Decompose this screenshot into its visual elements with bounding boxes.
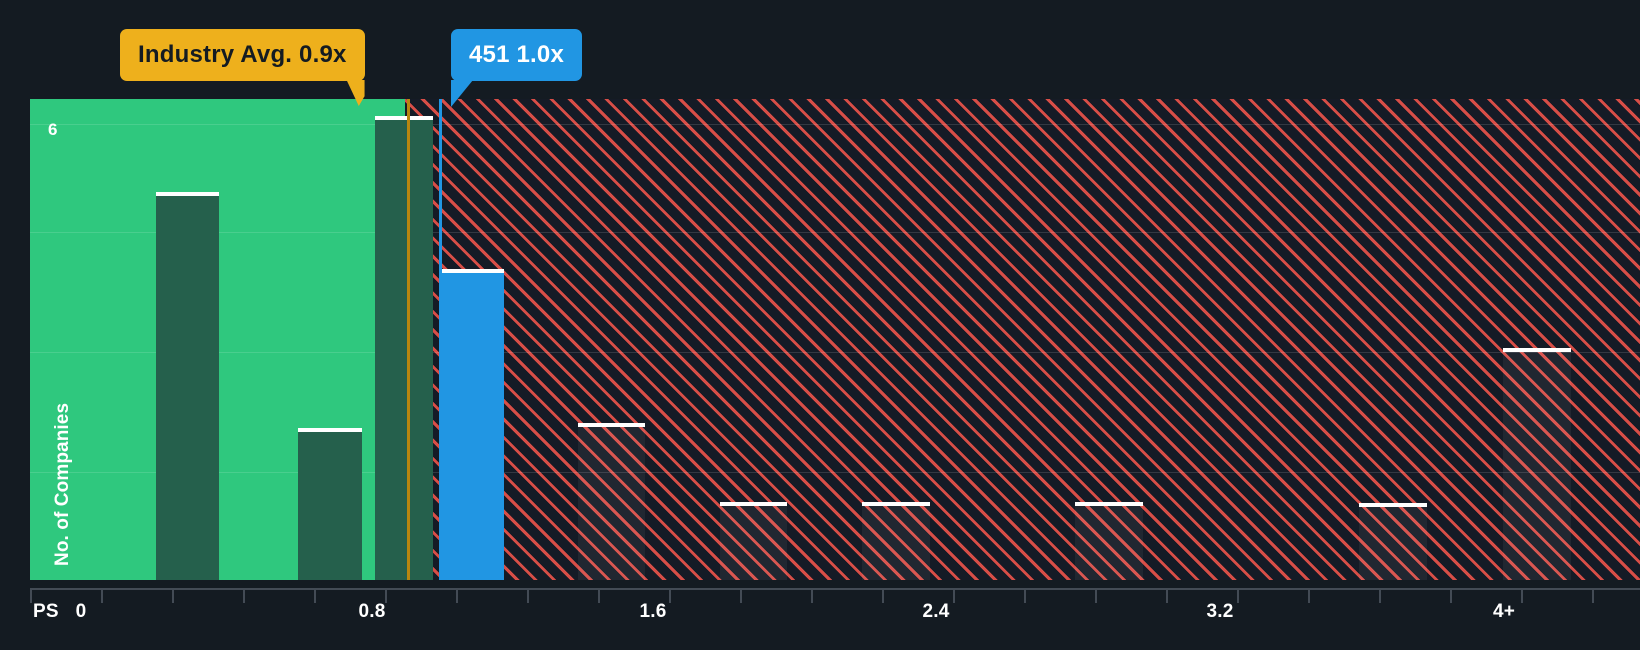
gridline-6 (30, 124, 1640, 125)
bar-3.6[interactable] (1359, 503, 1427, 580)
bar-fill (298, 432, 362, 580)
zone-overvalued (405, 99, 1640, 580)
x-tick (882, 590, 884, 603)
bar-2.2[interactable] (862, 502, 930, 580)
x-tick-label-2.4: 2.4 (922, 601, 950, 622)
x-tick (101, 590, 103, 603)
y-gridline-value-label: 6 (48, 120, 58, 139)
bar-0.9[interactable] (375, 116, 433, 580)
x-tick (598, 590, 600, 603)
bar-1.4[interactable] (578, 423, 645, 580)
x-tick (456, 590, 458, 603)
bar-fill (375, 120, 433, 580)
x-tick-label-0: 0 (75, 601, 87, 622)
bar-1.0-highlighted[interactable] (440, 269, 504, 580)
company-callout-label: 451 1.0x (469, 41, 565, 68)
x-tick-label-1.6: 1.6 (639, 601, 667, 622)
x-tick (385, 590, 387, 603)
gridline-3 (30, 352, 1640, 353)
x-tick (740, 590, 742, 603)
industry-average-line (407, 99, 410, 580)
x-tick-label-3.2: 3.2 (1206, 601, 1234, 622)
bar-1.8[interactable] (720, 502, 787, 580)
company-callout[interactable]: 451 1.0x (451, 29, 583, 107)
x-tick (1095, 590, 1097, 603)
x-tick (314, 590, 316, 603)
x-tick (1450, 590, 1452, 603)
gridline-2 (30, 472, 1640, 473)
x-tick (811, 590, 813, 603)
bar-cap (1075, 502, 1143, 506)
bar-fill (1359, 507, 1427, 580)
bar-cap (1359, 503, 1427, 507)
x-axis-prefix-label: PS (33, 601, 59, 622)
bar-fill (862, 506, 930, 580)
bar-fill (720, 506, 787, 580)
x-tick (30, 590, 32, 603)
bar-2.8[interactable] (1075, 502, 1143, 580)
x-tick (1379, 590, 1381, 603)
x-tick-label-0.8: 0.8 (358, 601, 386, 622)
industry-average-callout[interactable]: Industry Avg. 0.9x (120, 29, 365, 106)
bar-fill (156, 196, 219, 580)
bar-cap (1503, 348, 1571, 352)
x-tick (243, 590, 245, 603)
x-tick (1166, 590, 1168, 603)
bar-cap (298, 428, 362, 432)
bar-4plus[interactable] (1503, 348, 1571, 580)
industry-average-callout-label: Industry Avg. 0.9x (138, 41, 347, 68)
bar-fill (578, 427, 645, 580)
x-tick (1024, 590, 1026, 603)
x-tick (1592, 590, 1594, 603)
bar-cap (578, 423, 645, 427)
bar-cap (720, 502, 787, 506)
bar-fill (1503, 352, 1571, 580)
bar-0.6[interactable] (298, 428, 362, 580)
company-marker-line (439, 99, 442, 580)
gridline-4 (30, 232, 1640, 233)
y-axis-title: No. of Companies (52, 402, 73, 566)
bar-fill (1075, 506, 1143, 580)
bar-cap (862, 502, 930, 506)
x-tick (1521, 590, 1523, 603)
x-tick-label-4plus: 4+ (1492, 601, 1516, 622)
bar-0.2[interactable] (156, 192, 219, 580)
x-axis-line (30, 588, 1640, 590)
x-tick (1308, 590, 1310, 603)
bar-cap (156, 192, 219, 196)
bar-fill (440, 273, 504, 580)
x-tick (527, 590, 529, 603)
bar-cap (440, 269, 504, 273)
x-tick (1237, 590, 1239, 603)
x-tick (172, 590, 174, 603)
bar-cap (375, 116, 433, 120)
x-tick (669, 590, 671, 603)
x-tick (953, 590, 955, 603)
plot-area (30, 99, 1640, 580)
